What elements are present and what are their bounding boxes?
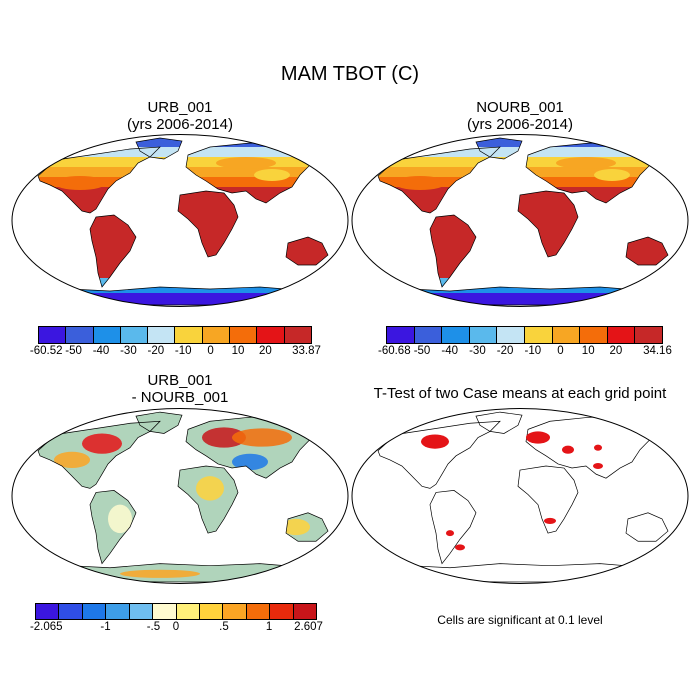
colorbar-tick-label: 0 xyxy=(557,345,564,357)
colorbar-tick-label: -40 xyxy=(92,345,110,357)
colorbar-swatch xyxy=(148,327,176,343)
colorbar-tick-label: -60.68 xyxy=(377,345,411,357)
nourb-colorbar xyxy=(386,326,663,344)
colorbar-swatch xyxy=(39,327,67,343)
colorbar-swatch xyxy=(442,327,470,343)
diff-title-line2: - NOURB_001 xyxy=(131,389,229,406)
colorbar-tick-label: -40 xyxy=(441,345,459,357)
colorbar-swatch xyxy=(120,327,149,343)
colorbar-tick-label: 2.607 xyxy=(294,621,323,633)
colorbar-tick-label: 33.87 xyxy=(292,345,321,357)
ttest-map xyxy=(351,408,689,584)
colorbar-swatch xyxy=(36,604,60,619)
colorbar-tick-label: -50 xyxy=(413,345,431,357)
urb-colorbar-ticks: -60.52 -50 -40 -30 -20 -10 0 10 20 33.87 xyxy=(30,345,321,359)
colorbar-swatch xyxy=(82,604,107,619)
colorbar-tick-label: -20 xyxy=(147,345,165,357)
diff-colorbar-ticks: -2.065 -1 -.5 0 .5 1 2.607 xyxy=(30,621,323,635)
colorbar-swatch xyxy=(552,327,581,343)
colorbar-swatch xyxy=(524,327,553,343)
colorbar-tick-label: -2.065 xyxy=(29,621,63,633)
colorbar-tick-label: .5 xyxy=(219,621,229,633)
colorbar-tick-label: 20 xyxy=(609,345,623,357)
colorbar-swatch xyxy=(176,604,200,619)
urb-map xyxy=(11,134,349,307)
diff-panel-title: URB_001 - NOURB_001 xyxy=(30,372,330,406)
nourb-colorbar-ticks: -60.68 -50 -40 -30 -20 -10 0 10 20 34.16 xyxy=(378,345,672,359)
urb-title-line1: URB_001 xyxy=(147,99,213,116)
colorbar-tick-label: -50 xyxy=(65,345,82,357)
colorbar-tick-label: 0 xyxy=(172,621,180,633)
colorbar-swatch xyxy=(175,327,203,343)
colorbar-tick-label: -.5 xyxy=(146,621,161,633)
colorbar-swatch xyxy=(497,327,525,343)
colorbar-swatch xyxy=(414,327,443,343)
colorbar-tick-label: 1 xyxy=(265,621,273,633)
colorbar-tick-label: -1 xyxy=(100,621,111,633)
colorbar-swatch xyxy=(635,327,662,343)
colorbar-tick-label: -30 xyxy=(120,345,137,357)
colorbar-tick-label: -60.52 xyxy=(29,345,63,357)
colorbar-swatch xyxy=(202,327,231,343)
diff-title-line1: URB_001 xyxy=(147,372,213,389)
colorbar-swatch xyxy=(129,604,154,619)
colorbar-swatch xyxy=(199,604,224,619)
nourb-title-line1: NOURB_001 xyxy=(476,99,564,116)
colorbar-swatch xyxy=(246,604,271,619)
colorbar-swatch xyxy=(580,327,608,343)
diff-colorbar xyxy=(35,603,317,620)
urb-title-line2: (yrs 2006-2014) xyxy=(127,116,233,133)
colorbar-swatch xyxy=(93,327,121,343)
colorbar-tick-label: -30 xyxy=(469,345,486,357)
colorbar-tick-label: 10 xyxy=(581,345,595,357)
colorbar-swatch xyxy=(270,604,294,619)
nourb-panel-title: NOURB_001 (yrs 2006-2014) xyxy=(370,99,670,133)
colorbar-swatch xyxy=(607,327,636,343)
colorbar-tick-label: -10 xyxy=(174,345,192,357)
ttest-footnote: Cells are significant at 0.1 level xyxy=(437,613,603,627)
ttest-panel-title: T-Test of two Case means at each grid po… xyxy=(373,385,667,402)
colorbar-swatch xyxy=(257,327,285,343)
colorbar-tick-label: -20 xyxy=(496,345,514,357)
colorbar-swatch xyxy=(153,604,177,619)
colorbar-swatch xyxy=(59,604,83,619)
colorbar-swatch xyxy=(469,327,498,343)
main-title: MAM TBOT (C) xyxy=(280,63,420,85)
urb-colorbar xyxy=(38,326,312,344)
colorbar-swatch xyxy=(293,604,317,619)
colorbar-tick-label: 10 xyxy=(231,345,245,357)
colorbar-tick-label: 0 xyxy=(207,345,214,357)
colorbar-swatch xyxy=(223,604,247,619)
nourb-map xyxy=(351,134,689,307)
colorbar-swatch xyxy=(230,327,258,343)
urb-panel-title: URB_001 (yrs 2006-2014) xyxy=(30,99,330,133)
colorbar-swatch xyxy=(387,327,415,343)
colorbar-swatch xyxy=(66,327,94,343)
colorbar-tick-label: 34.16 xyxy=(643,345,672,357)
colorbar-swatch xyxy=(284,327,311,343)
colorbar-swatch xyxy=(106,604,130,619)
diff-map xyxy=(11,408,349,584)
colorbar-tick-label: 20 xyxy=(259,345,272,357)
nourb-title-line2: (yrs 2006-2014) xyxy=(467,116,573,133)
colorbar-tick-label: -10 xyxy=(524,345,542,357)
